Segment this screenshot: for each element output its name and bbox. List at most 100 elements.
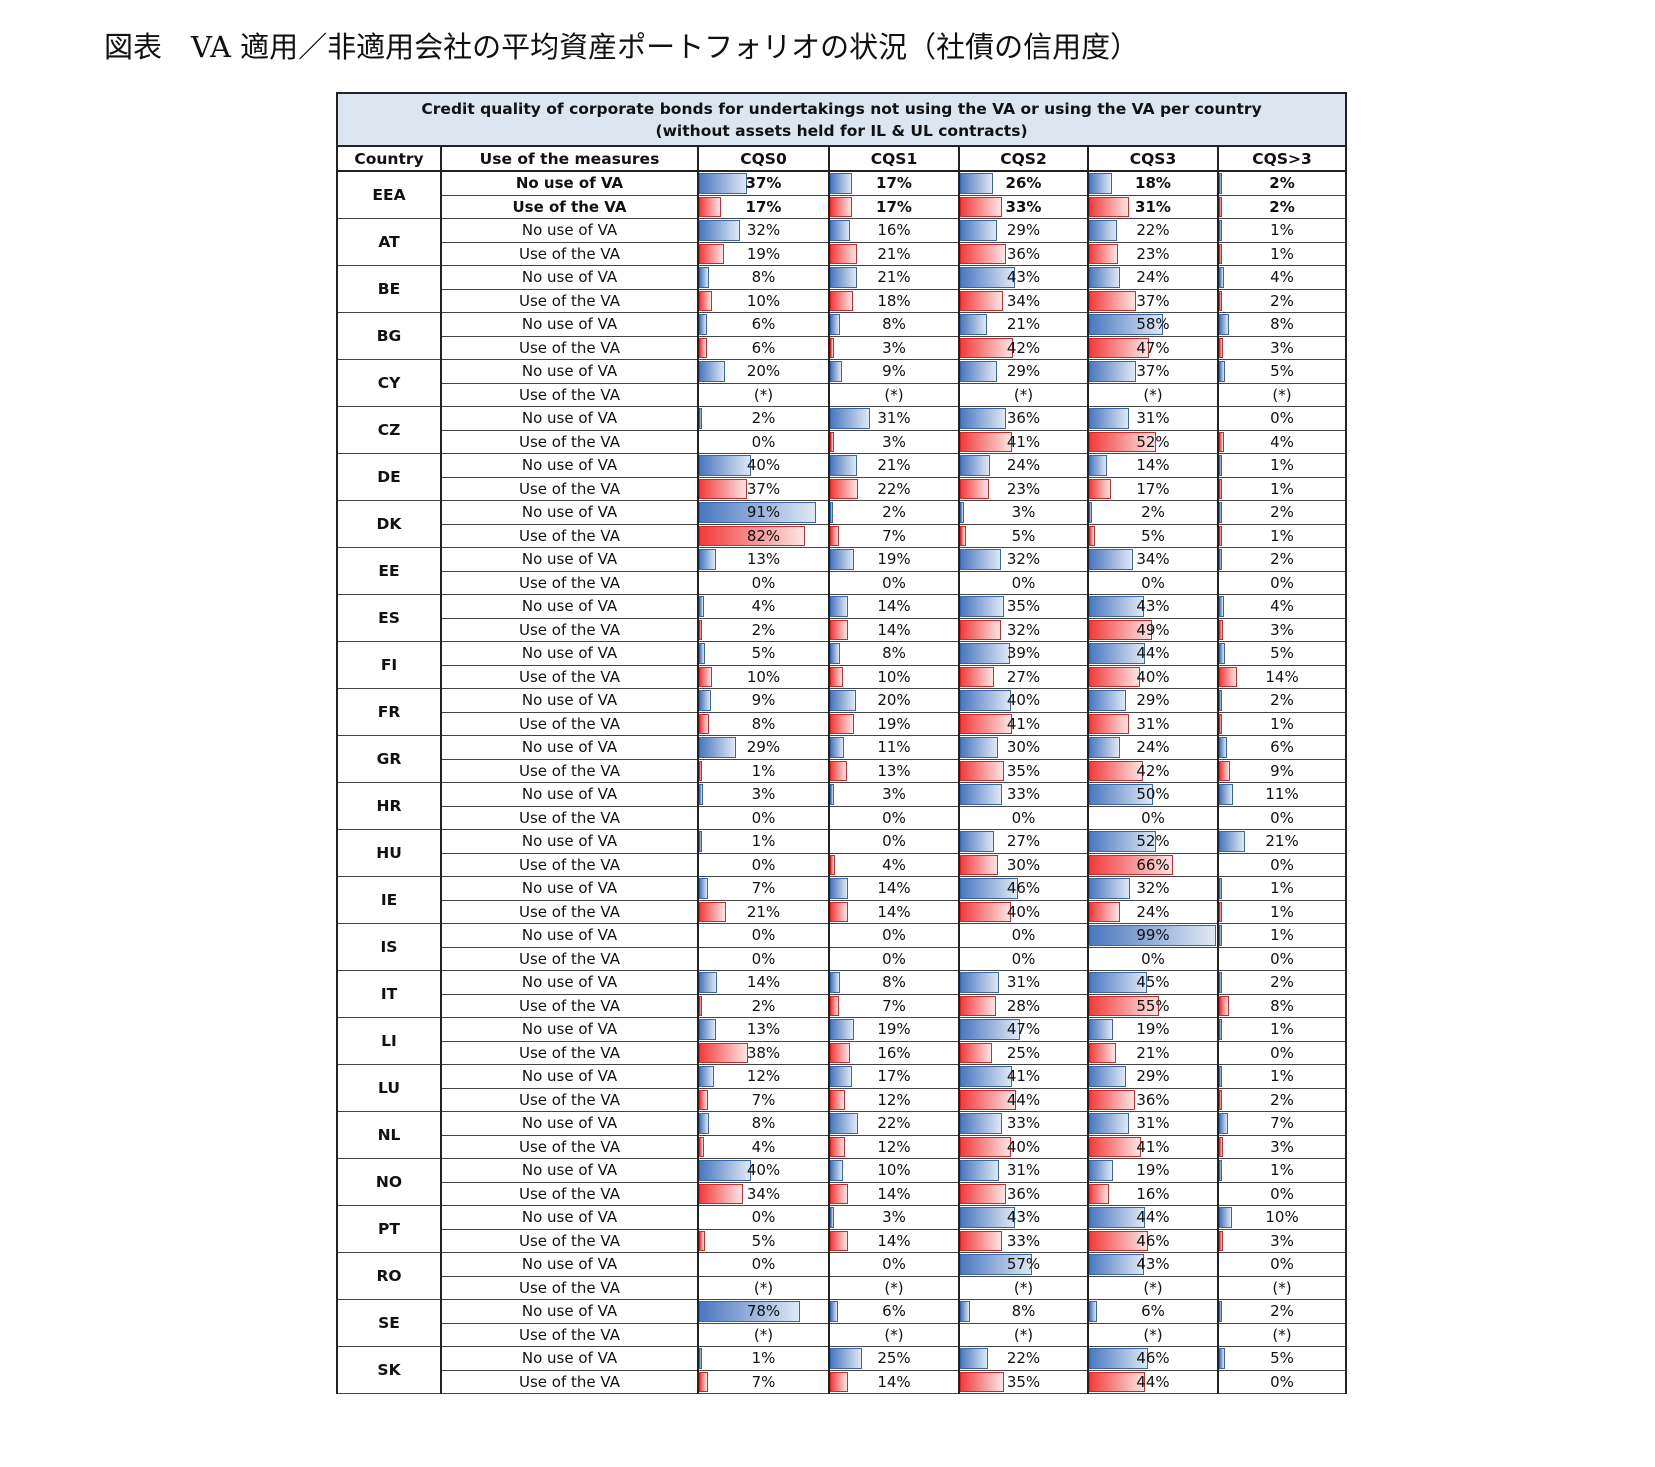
value-label: 44% bbox=[1136, 644, 1170, 663]
value-label: 31% bbox=[877, 409, 911, 428]
data-bar bbox=[1220, 737, 1227, 758]
value-cell: (*) bbox=[1216, 1275, 1348, 1300]
value-cell: 52% bbox=[1087, 429, 1219, 454]
table-row: Use of the VA 10% 10% 27% 40% 14% bbox=[337, 664, 1348, 689]
value-label: 31% bbox=[1006, 973, 1041, 992]
value-label: 5% bbox=[1141, 526, 1165, 545]
value-cell: 6% bbox=[1216, 735, 1348, 760]
value-cell: 1% bbox=[1216, 523, 1348, 548]
value-label: 1% bbox=[1270, 879, 1294, 898]
value-label: 19% bbox=[746, 244, 781, 263]
data-bar bbox=[831, 290, 854, 311]
data-bar bbox=[700, 1301, 800, 1322]
data-bar bbox=[1090, 854, 1174, 875]
value-cell: 3% bbox=[1216, 1228, 1348, 1253]
value-cell: 2% bbox=[697, 406, 830, 431]
data-bar bbox=[831, 995, 839, 1016]
value-label: 19% bbox=[877, 1020, 911, 1039]
table-row: FI No use of VA 5% 8% 39% 44% 5% bbox=[336, 641, 1348, 689]
value-label: 8% bbox=[751, 714, 776, 733]
data-bar bbox=[1220, 196, 1222, 217]
measure-cell: Use of the VA bbox=[440, 852, 699, 877]
value-cell: 29% bbox=[1087, 688, 1219, 713]
value-cell: 8% bbox=[828, 970, 960, 995]
data-bar bbox=[831, 784, 834, 805]
value-cell: (*) bbox=[1216, 1322, 1348, 1347]
value-cell: 14% bbox=[697, 970, 830, 995]
value-cell: 0% bbox=[1216, 570, 1348, 595]
value-cell: 36% bbox=[958, 406, 1089, 431]
value-cell: 0% bbox=[828, 805, 960, 830]
data-bar bbox=[961, 243, 1006, 264]
value-cell: 31% bbox=[1087, 1111, 1219, 1136]
data-bar bbox=[1090, 737, 1120, 758]
value-label: 34% bbox=[746, 1184, 781, 1203]
value-label: 40% bbox=[746, 456, 781, 475]
value-cell: 25% bbox=[958, 1040, 1089, 1065]
table-row: Use of the VA (*) (*) (*) (*) (*) bbox=[337, 1322, 1348, 1347]
value-label: 0% bbox=[882, 1255, 906, 1274]
value-label: 31% bbox=[1006, 1161, 1041, 1180]
value-label: 0% bbox=[751, 926, 776, 945]
value-label: 36% bbox=[1006, 1184, 1041, 1203]
data-bar bbox=[961, 267, 1015, 288]
value-cell: 0% bbox=[1216, 1369, 1348, 1394]
value-cell: (*) bbox=[828, 1322, 960, 1347]
value-cell: 2% bbox=[697, 617, 830, 642]
data-bar bbox=[700, 1183, 743, 1204]
data-bar bbox=[1220, 455, 1222, 476]
value-cell: 31% bbox=[828, 406, 960, 431]
value-cell: 29% bbox=[697, 735, 830, 760]
data-bar bbox=[700, 643, 706, 664]
value-label: 1% bbox=[1270, 479, 1294, 498]
table-row: Use of the VA 21% 14% 40% 24% 1% bbox=[337, 899, 1348, 924]
country-cell: FI bbox=[336, 641, 442, 689]
data-bar bbox=[700, 760, 702, 781]
data-bar bbox=[1220, 1207, 1232, 1228]
value-label: 14% bbox=[877, 1372, 911, 1391]
value-label: 14% bbox=[1136, 456, 1170, 475]
value-label: 0% bbox=[1141, 573, 1165, 592]
measure-cell: No use of VA bbox=[440, 876, 699, 901]
value-label: 36% bbox=[1006, 409, 1041, 428]
data-bar bbox=[831, 431, 834, 452]
data-bar bbox=[961, 901, 1011, 922]
value-cell: 2% bbox=[697, 993, 830, 1018]
value-cell: 46% bbox=[1087, 1346, 1219, 1371]
value-cell: 2% bbox=[1216, 688, 1348, 713]
table-row: Use of the VA 10% 18% 34% 37% 2% bbox=[337, 288, 1348, 313]
data-bar bbox=[961, 760, 1005, 781]
value-cell: 41% bbox=[958, 1064, 1089, 1089]
value-cell: 0% bbox=[697, 923, 830, 948]
value-label: 2% bbox=[1270, 291, 1294, 310]
value-cell: 0% bbox=[828, 946, 960, 971]
value-cell: (*) bbox=[958, 1275, 1089, 1300]
value-cell: 55% bbox=[1087, 993, 1219, 1018]
value-label: 33% bbox=[1006, 1114, 1041, 1133]
value-cell: 1% bbox=[697, 1346, 830, 1371]
value-cell: 24% bbox=[958, 453, 1089, 478]
country-cell: RO bbox=[336, 1252, 442, 1300]
data-bar bbox=[1090, 1042, 1116, 1063]
value-cell: 91% bbox=[697, 500, 830, 525]
data-bar bbox=[700, 713, 710, 734]
value-label: 0% bbox=[882, 573, 906, 592]
measure-cell: Use of the VA bbox=[440, 523, 699, 548]
value-cell: 30% bbox=[958, 735, 1089, 760]
value-label: 31% bbox=[1136, 1114, 1170, 1133]
data-bar bbox=[700, 784, 703, 805]
value-label: (*) bbox=[1143, 1325, 1163, 1344]
value-label: 21% bbox=[877, 244, 911, 263]
value-label: 7% bbox=[882, 996, 906, 1015]
value-cell: 7% bbox=[828, 993, 960, 1018]
table-row: IS No use of VA 0% 0% 0% 99% 1% bbox=[336, 923, 1348, 971]
data-bar bbox=[1090, 1301, 1097, 1322]
data-bar bbox=[831, 267, 857, 288]
value-cell: 0% bbox=[958, 805, 1089, 830]
value-label: 7% bbox=[751, 1372, 776, 1391]
value-label: 0% bbox=[1011, 926, 1036, 945]
measure-cell: Use of the VA bbox=[440, 570, 699, 595]
data-bar bbox=[1220, 267, 1225, 288]
value-label: 43% bbox=[1006, 268, 1041, 287]
value-label: 1% bbox=[1270, 244, 1294, 263]
